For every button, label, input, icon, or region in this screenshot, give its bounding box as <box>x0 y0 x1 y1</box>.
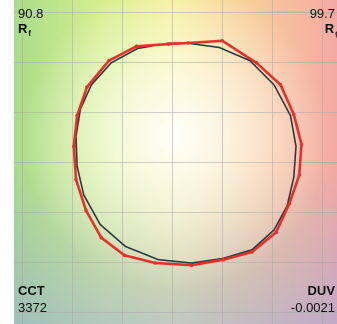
test-source-point <box>220 39 225 43</box>
test-source-point <box>166 42 171 46</box>
rg-label-main: R <box>324 21 335 36</box>
rg-label: Rg <box>325 21 337 41</box>
test-source-point <box>186 41 190 45</box>
grid-line-h <box>14 312 337 313</box>
test-source-point <box>297 173 302 177</box>
reference-curve <box>75 42 297 264</box>
duv-label: DUV <box>307 283 335 298</box>
rf-label-sub: f <box>28 29 32 38</box>
test-source-point <box>107 58 111 63</box>
grid-line-h <box>14 112 337 113</box>
test-source-point <box>85 85 89 89</box>
test-source-point <box>75 113 79 118</box>
test-source-point <box>292 112 296 117</box>
grid-line-h <box>14 12 337 13</box>
cct-label: CCT <box>18 283 45 298</box>
duv-value: -0.0021 <box>290 300 335 315</box>
test-source-point <box>254 61 259 65</box>
cct-value: 3372 <box>18 300 47 315</box>
grid-line-h <box>14 262 337 263</box>
test-source-point <box>153 261 157 265</box>
test-source-point <box>99 235 104 240</box>
test-source-point <box>189 263 194 268</box>
test-source-point <box>299 142 304 146</box>
test-source-point <box>250 250 254 254</box>
rg-value: 99.7 <box>309 6 335 21</box>
grid-line-h <box>14 212 337 213</box>
rg-label-sub: g <box>335 29 337 38</box>
grid-line-h <box>14 62 337 63</box>
test-source-point <box>287 201 292 206</box>
rf-value: 90.8 <box>18 6 44 21</box>
grid-line-h <box>14 162 337 163</box>
test-source-point <box>122 253 127 258</box>
rf-label-main: R <box>18 21 28 36</box>
test-source-point <box>72 144 76 149</box>
test-source-point <box>134 44 139 49</box>
test-source-curve <box>72 39 303 267</box>
test-source-point <box>221 257 226 262</box>
test-source-point <box>74 177 78 182</box>
test-source-point <box>278 83 283 87</box>
color-vector-graphic <box>14 0 337 324</box>
test-source-point <box>274 230 279 234</box>
rf-label: Rf <box>18 21 31 41</box>
test-source-point <box>84 208 88 212</box>
